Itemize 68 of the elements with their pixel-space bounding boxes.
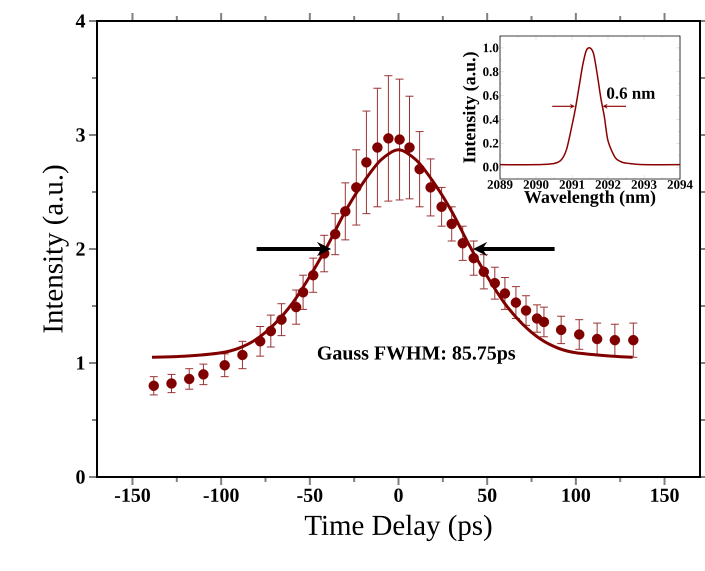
x-tick-label: 0 [394, 488, 403, 502]
point [436, 202, 447, 212]
point [290, 302, 302, 312]
annotation: Gauss FWHM: 85.75ps [318, 346, 516, 364]
x-tick-label: 2090 [524, 180, 548, 189]
point [351, 182, 362, 193]
point [298, 287, 308, 298]
x-tick-label: 2089 [488, 180, 512, 189]
point [592, 334, 602, 344]
x-tick-label: 50 [478, 488, 496, 502]
y-axis-title: Intensity (a.u.) [42, 166, 69, 333]
point [330, 228, 340, 240]
x-tick-label: 2091 [560, 180, 584, 189]
point [198, 369, 209, 380]
x-axis-title: Wavelength (nm) [524, 190, 656, 207]
point [184, 374, 194, 384]
point [383, 133, 394, 144]
x-tick-label: 150 [651, 488, 679, 502]
y-tick-label: 0 [76, 470, 85, 484]
point [414, 164, 425, 174]
x-tick-label: 2094 [668, 180, 693, 189]
y-tick-label: 2 [76, 242, 85, 256]
y-tick-label: 4 [76, 14, 86, 28]
point [574, 329, 584, 340]
point [556, 324, 566, 336]
point [361, 157, 372, 168]
y-tick-label: 1.0 [484, 44, 498, 52]
y-tick-label: 1 [77, 356, 84, 370]
point [394, 134, 405, 145]
line-series [500, 47, 680, 166]
y-tick-label: 0.2 [483, 138, 498, 148]
point [166, 378, 177, 389]
y-axis-title: Intensity (a.u.) [462, 52, 480, 163]
point [404, 142, 415, 153]
point [254, 336, 266, 347]
point [276, 314, 287, 325]
y-tick-label: 0.4 [483, 115, 499, 124]
point [490, 278, 500, 288]
point [500, 288, 510, 299]
x-tick-label: 2092 [596, 180, 620, 189]
x-tick-label: -50 [297, 488, 322, 502]
x-tick-label: 100 [562, 488, 590, 502]
point [458, 238, 468, 248]
point [510, 297, 522, 308]
point [425, 182, 436, 193]
point [628, 334, 639, 346]
point [237, 350, 248, 360]
x-tick-label: -100 [204, 488, 239, 502]
point [538, 316, 550, 328]
point [446, 218, 457, 230]
y-tick-label: 0.6 [483, 91, 498, 100]
point [468, 252, 479, 264]
point [610, 334, 620, 346]
y-tick-label: 0.0 [483, 162, 498, 172]
point [340, 206, 350, 217]
point [266, 326, 276, 336]
annotation: 0.6 nm [607, 87, 656, 99]
x-axis-title: Time Delay (ps) [304, 514, 492, 542]
point [478, 266, 490, 277]
x-tick-label: 2093 [632, 180, 657, 189]
point [372, 142, 383, 153]
point [308, 270, 318, 280]
point [220, 360, 230, 370]
point [148, 380, 159, 391]
y-tick-label: 0.8 [483, 67, 498, 76]
y-tick-label: 3 [76, 128, 85, 142]
point [520, 305, 532, 316]
x-tick-label: -150 [114, 488, 150, 502]
